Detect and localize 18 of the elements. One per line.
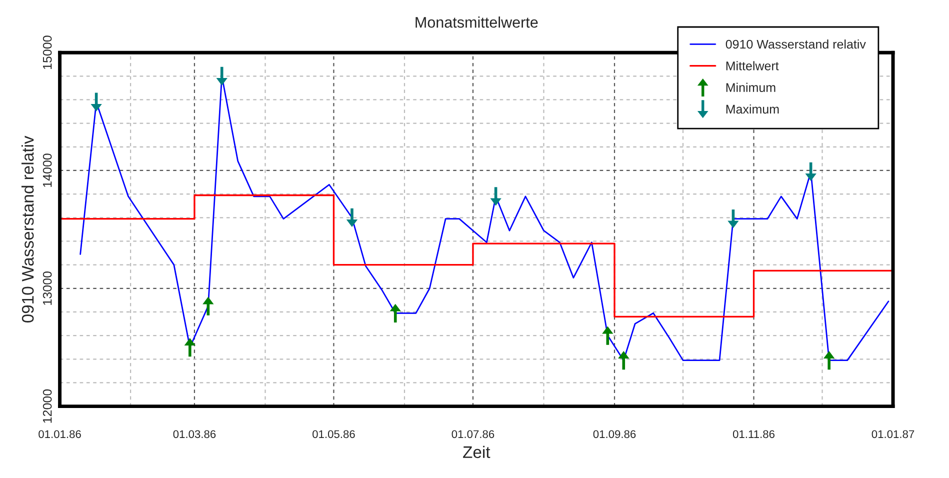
x-tick-label: 01.11.86 [732, 430, 774, 438]
legend-label: Minimum [726, 82, 776, 92]
y-tick-label: 12000 [42, 389, 52, 423]
y-axis-title: 0910 Wasserstand relativ [21, 136, 34, 322]
x-tick-label: 01.07.86 [452, 430, 494, 438]
chart-title: Monatsmittelwerte [416, 16, 538, 28]
y-tick-label: 14000 [42, 154, 52, 187]
x-axis-title: Zeit [463, 446, 490, 458]
legend-label: Maximum [726, 104, 779, 114]
legend-label: 0910 Wasserstand relativ [726, 39, 866, 49]
x-tick-label: 01.01.86 [38, 430, 81, 438]
x-tick-label: 01.09.86 [593, 430, 636, 438]
x-tick-label: 01.05.86 [312, 430, 355, 438]
legend-label: Mittelwert [726, 61, 779, 70]
y-tick-label: 15000 [42, 36, 52, 70]
x-tick-label: 01.01.87 [872, 430, 914, 438]
x-tick-label: 01.03.86 [173, 430, 216, 438]
y-tick-label: 13000 [42, 272, 52, 305]
